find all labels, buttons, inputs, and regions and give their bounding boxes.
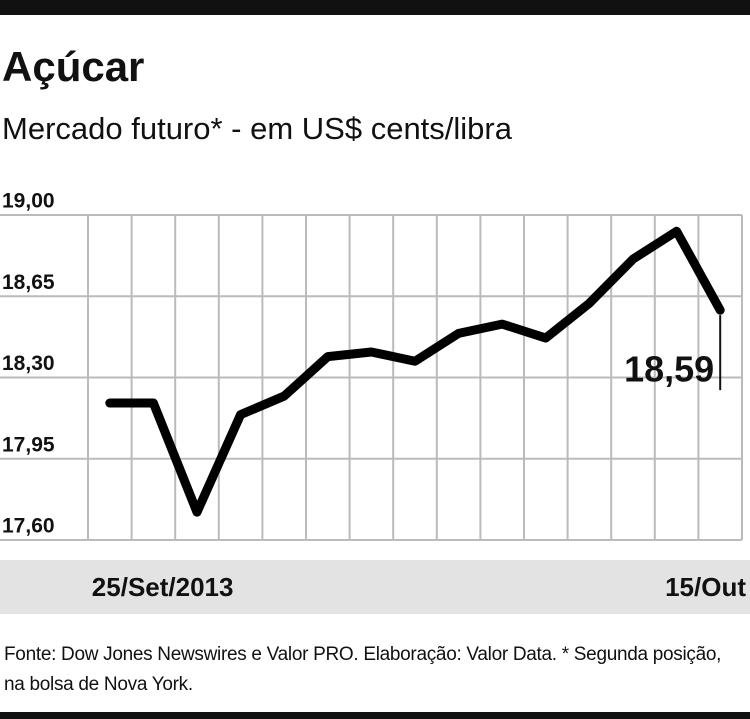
- y-tick-label: 17,95: [2, 433, 55, 456]
- line: [105, 226, 725, 517]
- y-tick-label: 17,60: [2, 515, 55, 538]
- y-tick-label: 19,00: [2, 190, 55, 213]
- x-tick-label: 15/Out: [665, 572, 746, 602]
- x-tick-label: 25/Set/2013: [92, 572, 234, 602]
- x-band: [0, 560, 750, 614]
- data-label: 18,59: [624, 349, 714, 390]
- bottom-bar: [0, 712, 750, 719]
- y-tick-label: 18,30: [2, 352, 55, 375]
- source: Fonte: Dow Jones Newswires e Valor PRO. …: [4, 644, 722, 695]
- chart-title: Açúcar: [2, 43, 144, 90]
- y-tick-label: 18,65: [2, 271, 55, 294]
- top-bar: [0, 0, 750, 15]
- chart-subtitle: Mercado futuro* - em US$ cents/libra: [2, 111, 513, 146]
